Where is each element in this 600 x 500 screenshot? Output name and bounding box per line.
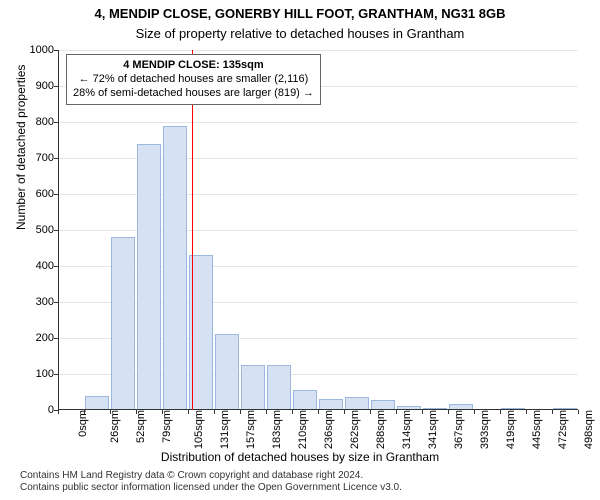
chart-title-line1: 4, MENDIP CLOSE, GONERBY HILL FOOT, GRAN… bbox=[0, 6, 600, 21]
annotation-line1: 4 MENDIP CLOSE: 135sqm bbox=[73, 59, 314, 73]
x-tick-mark bbox=[136, 410, 137, 414]
x-tick-label: 262sqm bbox=[349, 410, 361, 449]
x-tick-mark bbox=[214, 410, 215, 414]
chart-root: 4, MENDIP CLOSE, GONERBY HILL FOOT, GRAN… bbox=[0, 0, 600, 500]
histogram-bar bbox=[267, 365, 292, 410]
annotation-line3: 28% of semi-detached houses are larger (… bbox=[73, 87, 314, 101]
histogram-bar bbox=[111, 237, 136, 410]
x-tick-mark bbox=[448, 410, 449, 414]
attribution-line2: Contains public sector information licen… bbox=[20, 482, 402, 494]
x-tick-label: 183sqm bbox=[271, 410, 283, 449]
plot-area: 4 MENDIP CLOSE: 135sqm ← 72% of detached… bbox=[58, 50, 578, 410]
attribution-line1: Contains HM Land Registry data © Crown c… bbox=[20, 470, 402, 482]
x-tick-mark bbox=[344, 410, 345, 414]
attribution-block: Contains HM Land Registry data © Crown c… bbox=[20, 470, 402, 494]
histogram-bar bbox=[163, 126, 188, 410]
x-tick-mark bbox=[110, 410, 111, 414]
y-tick-label: 600 bbox=[16, 188, 54, 200]
x-tick-label: 236sqm bbox=[323, 410, 335, 449]
x-tick-label: 79sqm bbox=[161, 410, 173, 443]
x-tick-label: 393sqm bbox=[479, 410, 491, 449]
x-tick-label: 0sqm bbox=[77, 410, 89, 437]
y-tick-label: 400 bbox=[16, 260, 54, 272]
y-axis-line bbox=[58, 50, 59, 410]
x-tick-mark bbox=[188, 410, 189, 414]
y-tick-label: 100 bbox=[16, 368, 54, 380]
x-tick-label: 210sqm bbox=[297, 410, 309, 449]
x-tick-label: 26sqm bbox=[109, 410, 121, 443]
x-tick-label: 445sqm bbox=[531, 410, 543, 449]
x-tick-mark bbox=[370, 410, 371, 414]
y-tick-label: 200 bbox=[16, 332, 54, 344]
x-tick-mark bbox=[84, 410, 85, 414]
x-tick-label: 314sqm bbox=[401, 410, 413, 449]
x-tick-mark bbox=[526, 410, 527, 414]
y-tick-label: 500 bbox=[16, 224, 54, 236]
x-tick-mark bbox=[396, 410, 397, 414]
x-tick-label: 341sqm bbox=[427, 410, 439, 449]
x-tick-mark bbox=[500, 410, 501, 414]
y-tick-label: 1000 bbox=[16, 44, 54, 56]
x-axis-line bbox=[58, 409, 578, 410]
x-tick-mark bbox=[162, 410, 163, 414]
histogram-bar bbox=[85, 396, 110, 410]
x-tick-mark bbox=[318, 410, 319, 414]
x-tick-mark bbox=[292, 410, 293, 414]
x-tick-label: 367sqm bbox=[453, 410, 465, 449]
y-tick-label: 800 bbox=[16, 116, 54, 128]
x-tick-label: 157sqm bbox=[245, 410, 257, 449]
chart-title-line2: Size of property relative to detached ho… bbox=[0, 26, 600, 41]
histogram-bar bbox=[241, 365, 266, 410]
x-tick-mark bbox=[422, 410, 423, 414]
x-tick-label: 105sqm bbox=[193, 410, 205, 449]
x-tick-mark bbox=[58, 410, 59, 414]
x-tick-label: 131sqm bbox=[219, 410, 231, 449]
y-tick-label: 900 bbox=[16, 80, 54, 92]
x-tick-label: 52sqm bbox=[135, 410, 147, 443]
histogram-bar bbox=[293, 390, 318, 410]
y-tick-label: 700 bbox=[16, 152, 54, 164]
x-tick-label: 419sqm bbox=[505, 410, 517, 449]
x-tick-mark bbox=[266, 410, 267, 414]
x-tick-mark bbox=[552, 410, 553, 414]
x-tick-mark bbox=[474, 410, 475, 414]
histogram-bar bbox=[137, 144, 162, 410]
x-tick-mark bbox=[240, 410, 241, 414]
x-axis-label: Distribution of detached houses by size … bbox=[0, 450, 600, 464]
histogram-bar bbox=[215, 334, 240, 410]
annotation-box: 4 MENDIP CLOSE: 135sqm ← 72% of detached… bbox=[66, 54, 321, 105]
x-tick-label: 498sqm bbox=[583, 410, 595, 449]
x-tick-label: 288sqm bbox=[375, 410, 387, 449]
y-tick-label: 300 bbox=[16, 296, 54, 308]
annotation-line2: ← 72% of detached houses are smaller (2,… bbox=[73, 73, 314, 87]
x-tick-mark bbox=[578, 410, 579, 414]
x-tick-label: 472sqm bbox=[557, 410, 569, 449]
y-tick-label: 0 bbox=[16, 404, 54, 416]
